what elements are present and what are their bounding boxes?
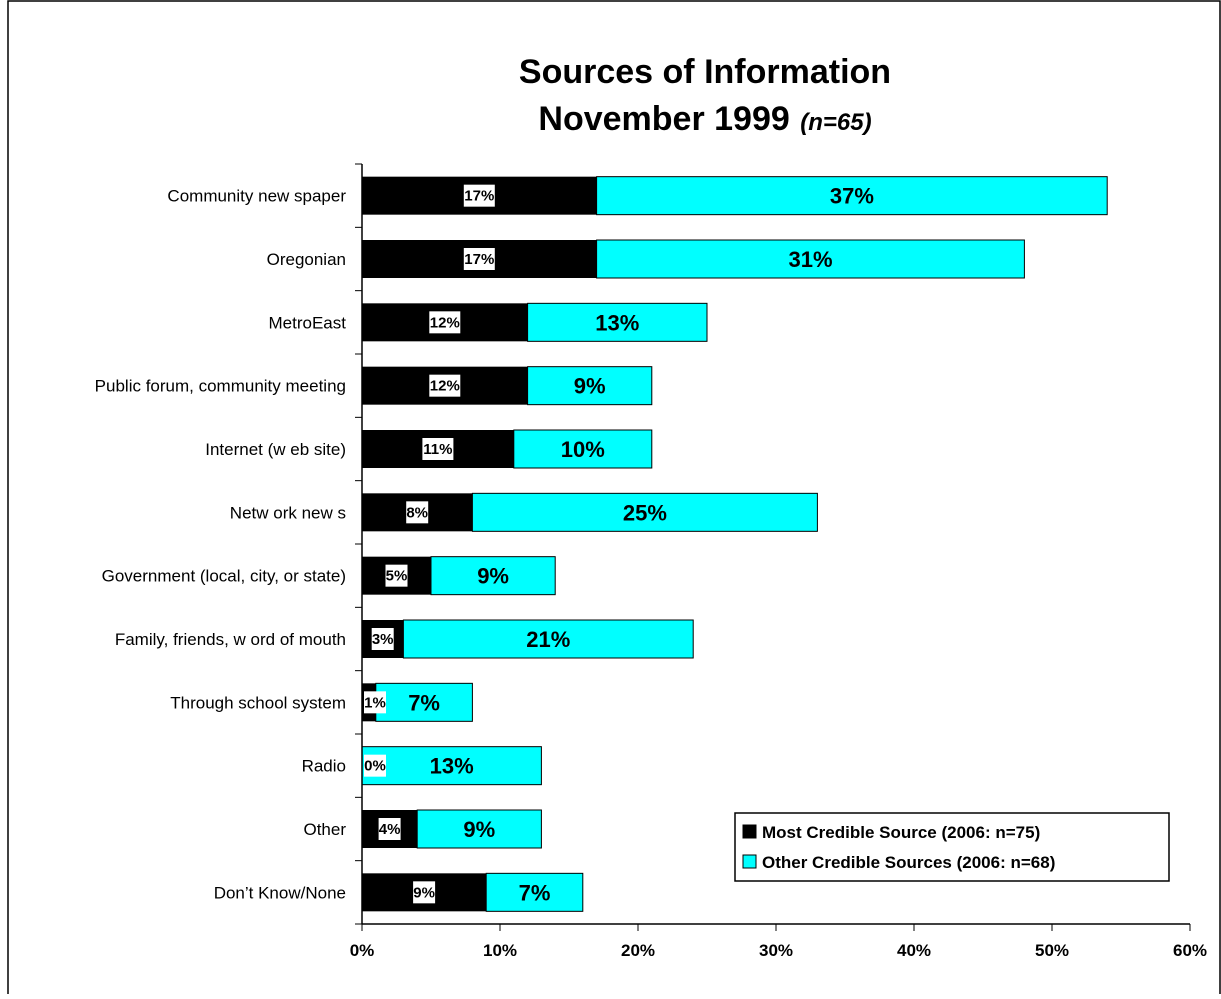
bar-other-credible bbox=[430, 556, 556, 596]
x-tick-label: 50% bbox=[1035, 941, 1069, 960]
bar-other-credible bbox=[361, 746, 542, 786]
legend: Most Credible Source (2006: n=75) Other … bbox=[734, 812, 1170, 882]
data-label-most-credible: 11% bbox=[423, 441, 452, 458]
x-tick-label: 30% bbox=[759, 941, 793, 960]
data-label-box-most-credible bbox=[429, 311, 461, 334]
chart-subtitle: November 1999 bbox=[538, 100, 789, 138]
bar-other-credible bbox=[596, 239, 1025, 279]
category-label: Oregonian bbox=[267, 250, 346, 269]
data-label-other-credible: 7% bbox=[519, 880, 551, 905]
legend-swatch-most-credible bbox=[742, 824, 757, 839]
data-label-other-credible: 13% bbox=[595, 310, 639, 335]
data-label-most-credible: 1% bbox=[364, 694, 386, 711]
data-label-most-credible: 4% bbox=[379, 821, 401, 838]
x-tick-label: 60% bbox=[1173, 941, 1207, 960]
data-label-other-credible: 21% bbox=[526, 627, 570, 652]
chart-title: Sources of Information bbox=[519, 53, 891, 91]
x-tick-label: 0% bbox=[350, 941, 375, 960]
category-label: Through school system bbox=[170, 693, 346, 712]
data-label-most-credible: 3% bbox=[372, 631, 394, 648]
data-label-box-most-credible bbox=[371, 628, 394, 650]
category-label: Internet (w eb site) bbox=[205, 440, 346, 459]
category-label: Family, friends, w ord of mouth bbox=[115, 630, 346, 649]
data-label-box-most-credible bbox=[406, 501, 429, 524]
data-label-box-most-credible bbox=[463, 184, 495, 207]
data-label-box-most-credible bbox=[385, 564, 408, 587]
x-tick-label: 20% bbox=[621, 941, 655, 960]
data-label-box-most-credible bbox=[364, 754, 386, 777]
data-label-box-most-credible bbox=[413, 881, 436, 904]
data-label-most-credible: 12% bbox=[430, 314, 460, 331]
data-label-most-credible: 17% bbox=[464, 188, 494, 205]
category-label: Public forum, community meeting bbox=[95, 377, 346, 396]
data-label-other-credible: 13% bbox=[430, 754, 474, 779]
data-label-other-credible: 7% bbox=[408, 690, 440, 715]
bar-other-credible bbox=[402, 619, 694, 659]
data-label-other-credible: 9% bbox=[463, 817, 495, 842]
bar-other-credible bbox=[527, 302, 708, 342]
bar-other-credible bbox=[416, 809, 542, 849]
category-label: Government (local, city, or state) bbox=[102, 567, 346, 586]
legend-swatch-other-credible bbox=[742, 854, 757, 869]
category-label: Radio bbox=[302, 757, 346, 776]
chart-sample-size: (n=65) bbox=[800, 109, 871, 136]
plot-area: Community new spaper 17% 37% Oregonian 17% 31… bbox=[95, 163, 1207, 960]
data-label-most-credible: 12% bbox=[430, 378, 460, 395]
x-tick-label: 10% bbox=[483, 941, 517, 960]
legend-label-most-credible: Most Credible Source (2006: n=75) bbox=[762, 823, 1040, 842]
data-label-most-credible: 5% bbox=[386, 568, 408, 585]
data-label-most-credible: 0% bbox=[364, 758, 386, 775]
data-label-other-credible: 9% bbox=[574, 374, 606, 399]
data-label-box-most-credible bbox=[364, 691, 386, 714]
category-label: Netw ork new s bbox=[230, 503, 346, 522]
data-label-other-credible: 37% bbox=[830, 184, 874, 209]
data-label-box-most-credible bbox=[378, 818, 401, 840]
bar-other-credible bbox=[471, 492, 818, 532]
data-label-most-credible: 8% bbox=[406, 504, 428, 521]
x-tick-label: 40% bbox=[897, 941, 931, 960]
data-label-other-credible: 25% bbox=[623, 500, 667, 525]
data-label-box-most-credible bbox=[429, 374, 461, 397]
bar-other-credible bbox=[485, 872, 584, 912]
category-label: Don’t Know/None bbox=[214, 883, 346, 902]
data-label-other-credible: 31% bbox=[788, 247, 832, 272]
data-label-other-credible: 10% bbox=[561, 437, 605, 462]
legend-label-other-credible: Other Credible Sources (2006: n=68) bbox=[762, 853, 1055, 872]
bar-other-credible bbox=[596, 176, 1108, 216]
category-label: Community new spaper bbox=[167, 187, 346, 206]
data-label-box-most-credible bbox=[422, 438, 454, 460]
data-label-box-most-credible bbox=[463, 248, 495, 270]
bar-other-credible bbox=[513, 429, 653, 469]
data-label-other-credible: 9% bbox=[477, 564, 509, 589]
category-label: MetroEast bbox=[269, 313, 347, 332]
category-label: Other bbox=[303, 820, 346, 839]
chart-subtitle-line: November 1999 (n=65) bbox=[538, 100, 871, 138]
data-label-most-credible: 17% bbox=[464, 251, 494, 268]
data-label-most-credible: 9% bbox=[413, 884, 435, 901]
bar-other-credible bbox=[527, 366, 653, 406]
legend-box bbox=[734, 812, 1170, 882]
